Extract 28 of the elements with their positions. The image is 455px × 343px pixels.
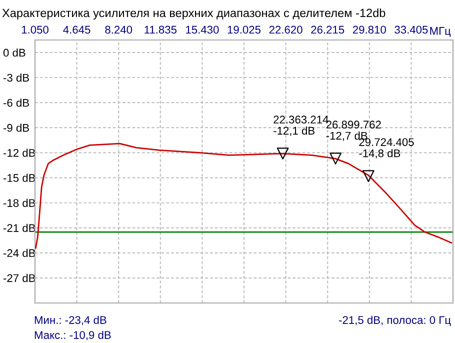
y-tick-label: -9 dB bbox=[3, 124, 29, 132]
y-tick-label: -15 dB bbox=[3, 174, 36, 182]
chart-title: Характеристика усилителя на верхних диапазонах с делителем -12db bbox=[2, 8, 386, 20]
x-tick-label: 1.050 bbox=[22, 26, 48, 34]
x-tick-label: 33.405 bbox=[394, 26, 428, 34]
x-tick-label: 29.810 bbox=[352, 26, 386, 34]
y-tick-label: -24 dB bbox=[3, 248, 36, 258]
x-tick-label: 11.835 bbox=[144, 26, 177, 34]
x-tick-label: 15.430 bbox=[186, 26, 219, 34]
y-tick-label: 0 dB bbox=[3, 48, 26, 57]
point bbox=[330, 152, 342, 164]
y-tick-label: -27 dB bbox=[3, 274, 36, 282]
x-axis-title: МГц bbox=[430, 27, 451, 37]
x-tick-label: 4.645 bbox=[63, 26, 90, 34]
x-tick-label: 26.215 bbox=[311, 26, 344, 34]
y-tick-label: -12 dB bbox=[3, 148, 36, 157]
y-tick-label: -18 dB bbox=[3, 198, 36, 207]
x-tick-label: 8.240 bbox=[105, 26, 132, 34]
y-tick-label: -3 dB bbox=[3, 74, 29, 82]
point bbox=[362, 170, 374, 182]
point bbox=[276, 148, 289, 160]
text: Макс.: -10,9 dB bbox=[34, 330, 111, 340]
y-tick-label: -6 dB bbox=[3, 98, 29, 107]
text: Мин.: -23,4 dB bbox=[34, 316, 106, 326]
text: -21,5 dB, полоса: 0 Гц bbox=[339, 316, 451, 326]
x-tick-label: 19.025 bbox=[228, 26, 261, 34]
y-tick-label: -21 dB bbox=[3, 224, 36, 232]
x-tick-label: 22.620 bbox=[269, 26, 302, 34]
